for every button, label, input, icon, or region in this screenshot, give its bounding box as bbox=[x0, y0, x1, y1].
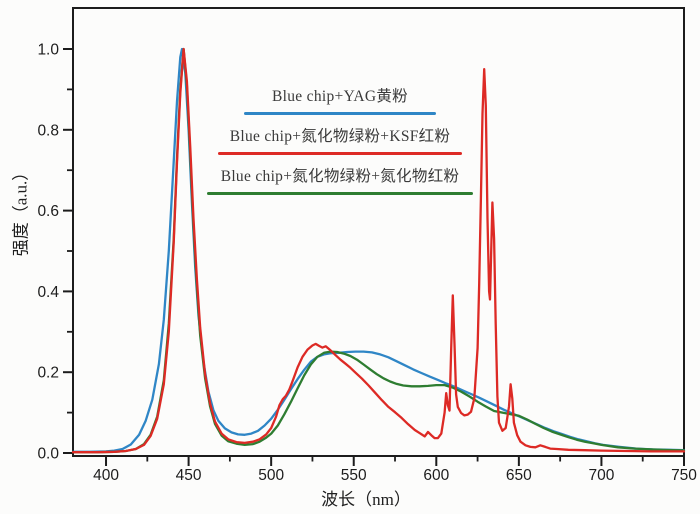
series-curve-2 bbox=[71, 47, 686, 454]
x-tick-label: 400 bbox=[93, 467, 119, 484]
plot-box bbox=[72, 7, 685, 457]
x-tick-label: 600 bbox=[423, 467, 449, 484]
y-tick-label: 0.6 bbox=[37, 203, 59, 220]
x-tick-label: 700 bbox=[588, 467, 614, 484]
series-curve-1 bbox=[71, 47, 686, 454]
x-tick-label: 650 bbox=[506, 467, 532, 484]
y-tick-label: 1.0 bbox=[37, 42, 59, 59]
y-tick-label: 0.4 bbox=[37, 284, 59, 301]
series-curve-0 bbox=[71, 47, 686, 453]
x-tick-label: 550 bbox=[341, 467, 367, 484]
x-axis-title: 波长（nm） bbox=[321, 490, 411, 509]
y-axis-title: 强度（a.u.） bbox=[11, 163, 31, 257]
x-tick-label: 750 bbox=[671, 467, 697, 484]
y-tick-label: 0.0 bbox=[37, 446, 59, 463]
y-tick-label: 0.2 bbox=[37, 365, 59, 382]
x-tick-label: 500 bbox=[258, 467, 284, 484]
x-tick-label: 450 bbox=[176, 467, 202, 484]
y-tick-label: 0.8 bbox=[37, 122, 59, 139]
